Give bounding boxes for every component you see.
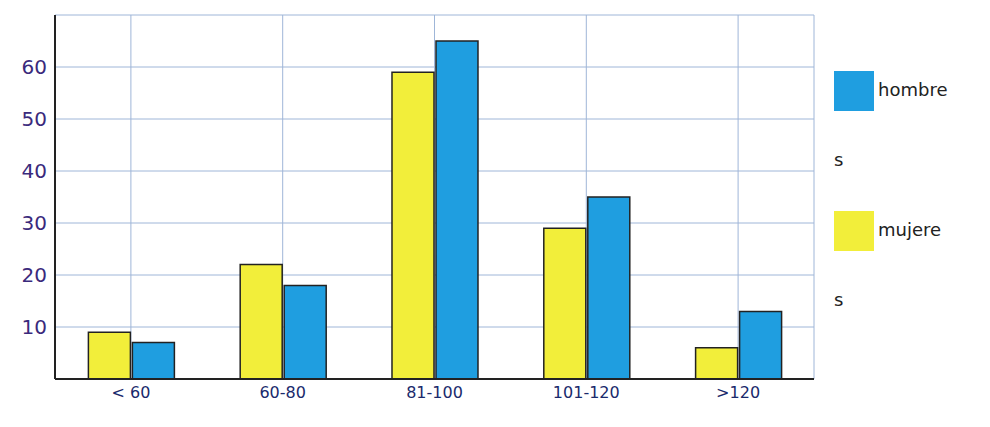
html-text:mujeres: mujeres	[834, 219, 942, 310]
svg-text:30: 30	[22, 211, 47, 235]
svg-text:10: 10	[22, 315, 47, 339]
svg-text:101-120: 101-120	[553, 383, 620, 402]
svg-text:60: 60	[22, 55, 47, 79]
html-text:hombres: hombres	[834, 79, 948, 170]
svg-text:< 60: < 60	[111, 383, 150, 402]
svg-text:60-80: 60-80	[259, 383, 306, 402]
svg-text:20: 20	[22, 263, 47, 287]
svg-text:40: 40	[22, 159, 47, 183]
svg-text:50: 50	[22, 107, 47, 131]
svg-text:81-100: 81-100	[406, 383, 463, 402]
svg-text:>120: >120	[716, 383, 760, 402]
